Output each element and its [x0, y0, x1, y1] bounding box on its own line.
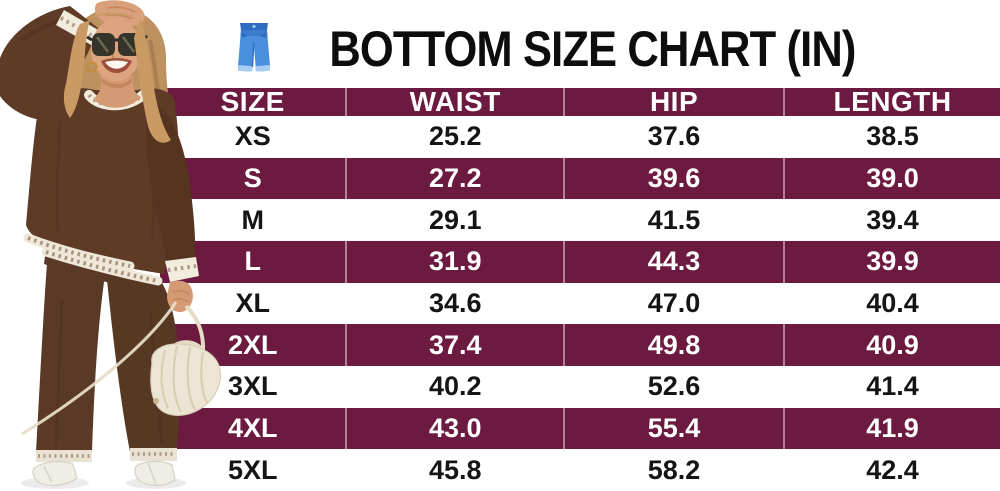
- size-row-3xl: 3XL 40.2 52.6 41.4: [160, 365, 1000, 408]
- size-row-xl: XL 34.6 47.0 40.4: [160, 282, 1000, 325]
- size-row-xs: XS 25.2 37.6 38.5: [160, 116, 1000, 158]
- cell-waist: 34.6: [345, 282, 565, 325]
- header-cell-hip: HIP: [563, 88, 785, 116]
- model-photo: [0, 0, 221, 489]
- table-header-row: SIZE WAIST HIP LENGTH: [160, 88, 1000, 116]
- model-shoes: [32, 460, 176, 487]
- cell-waist: 31.9: [345, 240, 565, 283]
- size-row-l: L 31.9 44.3 39.9: [160, 240, 1000, 283]
- header-cell-size: SIZE: [160, 88, 347, 116]
- cell-size: 5XL: [160, 449, 347, 491]
- size-row-2xl: 2XL 37.4 49.8 40.9: [160, 324, 1000, 366]
- cell-hip: 52.6: [563, 365, 785, 408]
- cell-hip: 58.2: [563, 449, 785, 491]
- cell-length: 41.4: [783, 365, 1000, 408]
- cell-hip: 55.4: [563, 407, 785, 450]
- cell-hip: 39.6: [563, 157, 785, 200]
- size-row-4xl: 4XL 43.0 55.4 41.9: [160, 407, 1000, 450]
- bag-strap-long: [21, 301, 178, 436]
- hoop-earring: [86, 61, 98, 73]
- cell-waist: 40.2: [345, 365, 565, 408]
- cell-waist: 27.2: [345, 157, 565, 200]
- header-cell-waist: WAIST: [345, 88, 565, 116]
- cell-hip: 37.6: [563, 116, 785, 158]
- cell-length: 42.4: [783, 449, 1000, 491]
- cell-size: 4XL: [160, 407, 347, 450]
- cell-waist: 25.2: [345, 116, 565, 158]
- cell-length: 40.9: [783, 324, 1000, 366]
- size-row-5xl: 5XL 45.8 58.2 42.4: [160, 449, 1000, 491]
- cell-waist: 37.4: [345, 324, 565, 366]
- size-table: SIZE WAIST HIP LENGTH XS 25.2 37.6 38.5 …: [160, 88, 1000, 491]
- cell-size: S: [160, 157, 347, 200]
- cell-hip: 44.3: [563, 240, 785, 283]
- hanging-cuff-and-hand: [165, 257, 199, 313]
- model-handbag: [150, 304, 221, 416]
- cell-length: 39.0: [783, 157, 1000, 200]
- cell-length: 39.9: [783, 240, 1000, 283]
- cell-waist: 29.1: [345, 199, 565, 241]
- cell-hip: 41.5: [563, 199, 785, 241]
- cell-hip: 47.0: [563, 282, 785, 325]
- model-hair-front: [63, 12, 171, 143]
- ankle-trims: [36, 448, 177, 462]
- cell-length: 41.9: [783, 407, 1000, 450]
- header-cell-length: LENGTH: [783, 88, 1000, 116]
- cell-waist: 45.8: [345, 449, 565, 491]
- jeans-icon: [237, 23, 270, 72]
- sweater-hem-trim: [23, 233, 163, 286]
- model-neck: [93, 76, 141, 108]
- cell-hip: 49.8: [563, 324, 785, 366]
- size-row-s: S 27.2 39.6 39.0: [160, 157, 1000, 200]
- cell-length: 38.5: [783, 116, 1000, 158]
- cell-length: 40.4: [783, 282, 1000, 325]
- bottom-size-table: SIZE WAIST HIP LENGTH XS 25.2 37.6 38.5 …: [160, 88, 1000, 491]
- cell-length: 39.4: [783, 199, 1000, 241]
- title-bar: BOTTOM SIZE CHART (IN): [130, 18, 1000, 80]
- page-title: BOTTOM SIZE CHART (IN): [328, 21, 856, 77]
- cell-size: XS: [160, 116, 347, 158]
- cell-waist: 43.0: [345, 407, 565, 450]
- size-row-m: M 29.1 41.5 39.4: [160, 199, 1000, 241]
